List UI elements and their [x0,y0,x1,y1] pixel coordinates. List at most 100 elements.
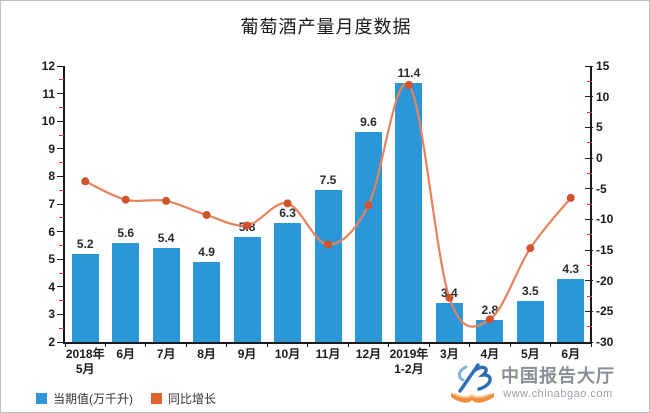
y-axis-left-label: 12 [41,59,55,73]
y-axis-left-label: 8 [48,169,55,184]
bar-value-label: 4.9 [198,244,215,259]
x-axis-tick [590,342,592,347]
x-axis-tick [550,342,552,347]
y-axis-right-tick [585,218,593,220]
y-axis-left-label: 10 [41,114,55,129]
bar-value-label: 3.4 [441,286,458,301]
bar [193,261,221,342]
y-axis-left-label: 5 [48,252,55,267]
line-series-marker [526,244,535,253]
bar-value-label: 5.4 [157,231,175,246]
y-axis-right-label: -10 [596,212,614,227]
y-axis-right-tick [585,188,593,190]
legend-item-line: 同比增长 [151,390,216,407]
x-axis-label: 5月 [75,362,95,376]
y-axis-left-tick [59,189,64,191]
y-axis-left-tick [57,203,64,205]
x-axis-label: 4月 [480,347,500,361]
y-axis-right-tick [587,234,592,236]
x-axis-tick [104,342,106,347]
bar-value-label: 2.8 [481,302,499,317]
x-axis-tick [469,342,471,347]
y-axis-right-tick [585,126,593,128]
bar [354,132,382,342]
y-axis-right-label: -25 [596,304,614,319]
y-axis-right-label: 15 [596,59,610,73]
watermark-name: 中国报告大厅 [501,366,615,386]
bar-value-label: 3.5 [521,283,539,298]
y-axis-left-tick [57,258,64,260]
y-axis-right-tick [587,172,592,174]
y-axis-left-tick [57,175,64,177]
line-series-label: 同比增长 [168,392,217,406]
y-axis-right-tick [587,203,592,205]
y-axis-right-tick [587,80,592,82]
x-axis-label: 6月 [561,347,581,361]
y-axis-left-tick [57,231,64,233]
y-axis-left-tick [59,272,64,274]
x-axis-tick [347,342,349,347]
bar-value-label: 7.5 [319,173,337,188]
x-axis-tick [226,342,228,347]
y-axis-left-label: 3 [48,307,55,322]
x-axis-label: 5月 [520,347,540,361]
bar [476,319,504,342]
y-axis-left-tick [57,148,64,150]
y-axis-right-tick [587,264,592,266]
bar-value-label: 5.2 [76,236,94,251]
bar-value-label: 4.3 [562,261,580,276]
bar [112,242,140,342]
y-axis-left-label: 2 [48,335,55,349]
bar [71,253,99,342]
bar [395,82,423,342]
bar-series-swatch [36,393,47,404]
x-axis-label: 2018年 [65,347,105,361]
y-axis-left-line [63,66,65,344]
y-axis-left-tick [59,162,64,164]
y-axis-right-tick [585,249,593,251]
y-axis-left-tick [59,79,64,81]
bar-value-label: 9.6 [360,115,377,130]
y-axis-left-label: 9 [48,141,55,156]
y-axis-left-tick [57,93,64,95]
x-axis-label: 7月 [156,347,176,361]
y-axis-left-tick [57,65,64,67]
y-axis-right-label: -15 [596,243,614,257]
y-axis-left-tick [59,244,64,246]
bar [435,303,463,342]
y-axis-left-tick [59,134,64,136]
line-series-marker [81,177,90,186]
y-axis-left-tick [57,341,64,343]
y-axis-right-tick [585,157,593,159]
x-axis-label: 9月 [237,347,257,361]
y-axis-left-tick [59,217,64,219]
x-axis-tick [388,342,390,347]
y-axis-right-label: 10 [596,89,610,104]
y-axis-right-tick [587,111,592,113]
y-axis-right-tick [585,280,593,282]
y-axis-left-tick [59,327,64,329]
watermark: 中国报告大厅 www.chinabgao.com [449,362,639,408]
x-axis-label: 6月 [116,347,136,361]
x-axis-tick [185,342,187,347]
y-axis-right-label: -30 [596,335,614,349]
bar [233,237,261,342]
y-axis-right-tick [585,310,593,312]
x-axis-line [63,342,592,344]
x-axis-label: 10月 [274,347,301,361]
y-axis-right-tick [587,142,592,144]
line-series-marker [566,193,575,202]
y-axis-right-label: 5 [596,120,603,135]
y-axis-left-tick [57,313,64,315]
x-axis-label: 12月 [355,347,382,361]
legend-item-bar: 当期值(万千升) [36,390,133,407]
bar [516,300,544,342]
line-series-marker [162,196,171,205]
y-axis-left-label: 7 [48,197,55,211]
y-axis-right-tick [585,65,593,67]
y-axis-left-tick [59,106,64,108]
y-axis-right-label: -20 [596,273,614,288]
y-axis-right-tick [587,295,592,297]
x-axis-tick [428,342,430,347]
